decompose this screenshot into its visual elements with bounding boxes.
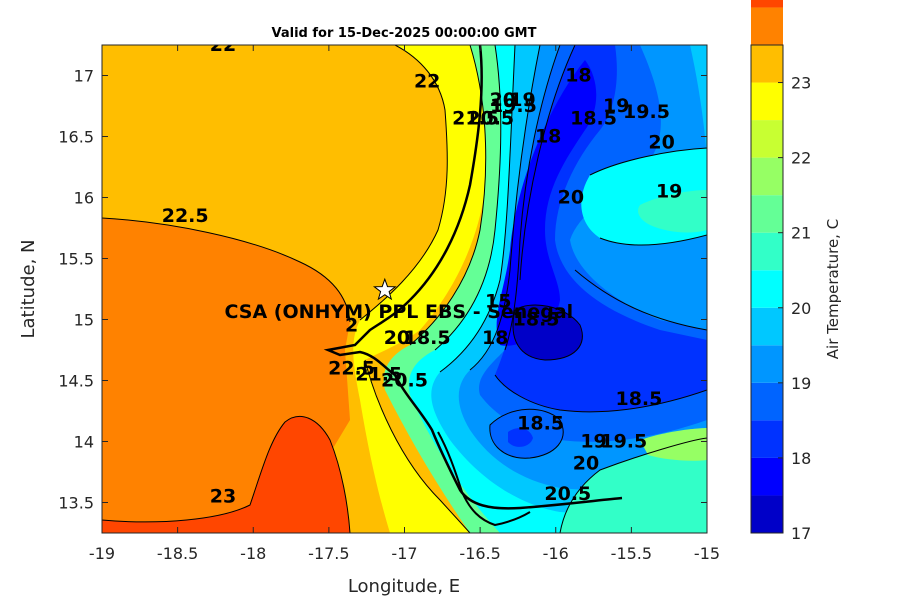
x-axis-ticks: -19 -18.5 -18 -17.5 -17 -16.5 -16 -15.5 -15 [89,45,720,563]
contour-label: 19.5 [490,95,537,117]
contour-label: 20 [558,187,584,209]
colorbar-tick-label: 22 [791,149,811,168]
contour-label: 20.5 [381,370,428,392]
contour-label: 22 [210,34,236,56]
colorbar-tick-label: 21 [791,224,811,243]
colorbar-swatch [751,420,783,458]
colorbar-tick-label: 19 [791,374,811,393]
contour-label: 23 [210,486,236,508]
colorbar-swatch [751,270,783,308]
y-tick-label: 14.5 [58,372,94,391]
x-tick-label: -15 [694,544,720,563]
contour-label: 18.5 [570,107,617,129]
x-tick-label: -18 [240,544,266,563]
colorbar-swatch [751,382,783,421]
x-tick-label: -17 [391,544,417,563]
colorbar-swatch [751,307,783,346]
contour-label: 19.5 [600,431,647,453]
contour-label: 19 [603,95,629,117]
contour-label: 18.5 [513,309,560,331]
colorbar-tick-label: 18 [791,449,811,468]
x-tick-label: -15.5 [611,544,652,563]
colorbar-swatch [751,157,783,196]
colorbar-swatch [751,457,783,496]
contour-label: 22.5 [162,205,209,227]
chart-title: Valid for 15-Dec-2025 00:00:00 GMT [272,26,537,41]
y-tick-label: 16 [74,189,94,208]
contour-label: 19.5 [623,101,670,123]
contour-label: 18.5 [517,412,564,434]
colorbar-swatch [751,120,783,158]
contour-label: 19 [509,89,535,111]
river-outline [437,431,531,527]
y-tick-label: 17 [74,67,94,86]
colorbar-tick-label: 20 [791,299,811,318]
contour-labels: 222222.52321.520.52019.5191818.51919.518… [162,34,683,508]
colorbar-tick-label: 17 [791,524,811,543]
contour-label: 19 [656,181,682,203]
contour-label: 20 [648,132,674,154]
y-tick-label: 15 [74,311,94,330]
contour-label: 20.5 [467,107,514,129]
x-axis-label: Longitude, E [348,576,460,597]
colorbar-swatch [751,0,783,8]
colorbar: 17 18 19 20 21 22 23 [750,0,811,543]
contour-label: 20 [384,327,410,349]
x-tick-label: -17.5 [308,544,349,563]
y-axis-ticks: 13.5 14 14.5 15 15.5 16 16.5 17 [58,67,707,513]
colorbar-frame [750,44,784,534]
temperature-field [102,45,707,533]
colorbar-swatch [751,345,783,383]
y-tick-label: 16.5 [58,128,94,147]
contour-label: 18 [535,126,561,148]
colorbar-label: Air Temperature, C [824,219,842,359]
contour-label: 19 [580,431,606,453]
y-tick-label: 14 [74,433,94,452]
x-tick-label: -18.5 [157,544,198,563]
colorbar-swatch [751,45,783,83]
contour-label: 18 [482,327,508,349]
colorbar-swatch [751,495,783,533]
y-tick-label: 13.5 [58,494,94,513]
x-tick-label: -19 [89,544,115,563]
x-tick-label: -16.5 [459,544,500,563]
site-star-marker [372,277,397,301]
contour-label: 18.5 [615,388,662,410]
contour-label: 20.5 [544,483,591,505]
y-axis-label: Latitude, N [18,240,39,339]
contour-label: 20 [490,89,516,111]
y-tick-label: 15.5 [58,250,94,269]
contour-label: 20 [573,453,599,475]
contour-label: 2 [345,315,358,337]
colorbar-swatch [751,82,783,121]
contour-label: 22.5 [328,357,375,379]
contour-label: 22 [414,71,440,93]
coastline [323,45,623,510]
contour-label: 21.5 [355,364,402,386]
contour-label: 21.5 [452,107,499,129]
contour-label: 18 [565,65,591,87]
colorbar-tick-label: 23 [791,74,811,93]
contour-label: 15 [485,290,511,312]
colorbar-swatch [751,195,783,233]
site-annotation: CSA (ONHYM) PPL EBS - Senegal [225,277,574,323]
colorbar-swatch [751,232,783,271]
contour-label: 18.5 [404,327,451,349]
site-annotation-label: CSA (ONHYM) PPL EBS - Senegal [225,301,574,323]
x-tick-label: -16 [543,544,569,563]
colorbar-swatch [751,7,783,45]
